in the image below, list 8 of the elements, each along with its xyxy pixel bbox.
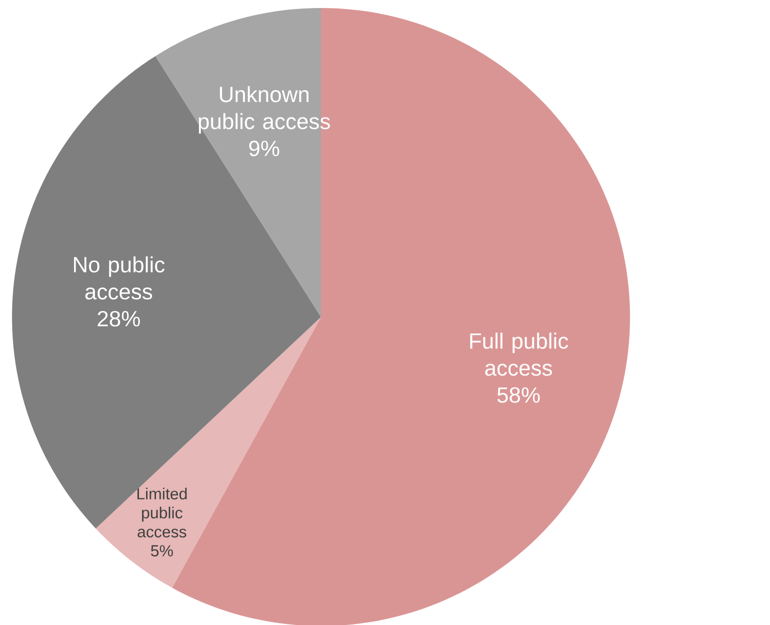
slice-label: Unknown public access — [198, 86, 330, 134]
data-label: 5% — [150, 545, 173, 556]
data-label: 58% — [497, 387, 540, 403]
slice-label: Full public access — [470, 332, 568, 376]
data-label: 9% — [249, 140, 280, 156]
data-label: 28% — [98, 310, 140, 327]
slice-label: No public access — [74, 256, 165, 300]
slice-label: Limited public access — [137, 488, 187, 538]
